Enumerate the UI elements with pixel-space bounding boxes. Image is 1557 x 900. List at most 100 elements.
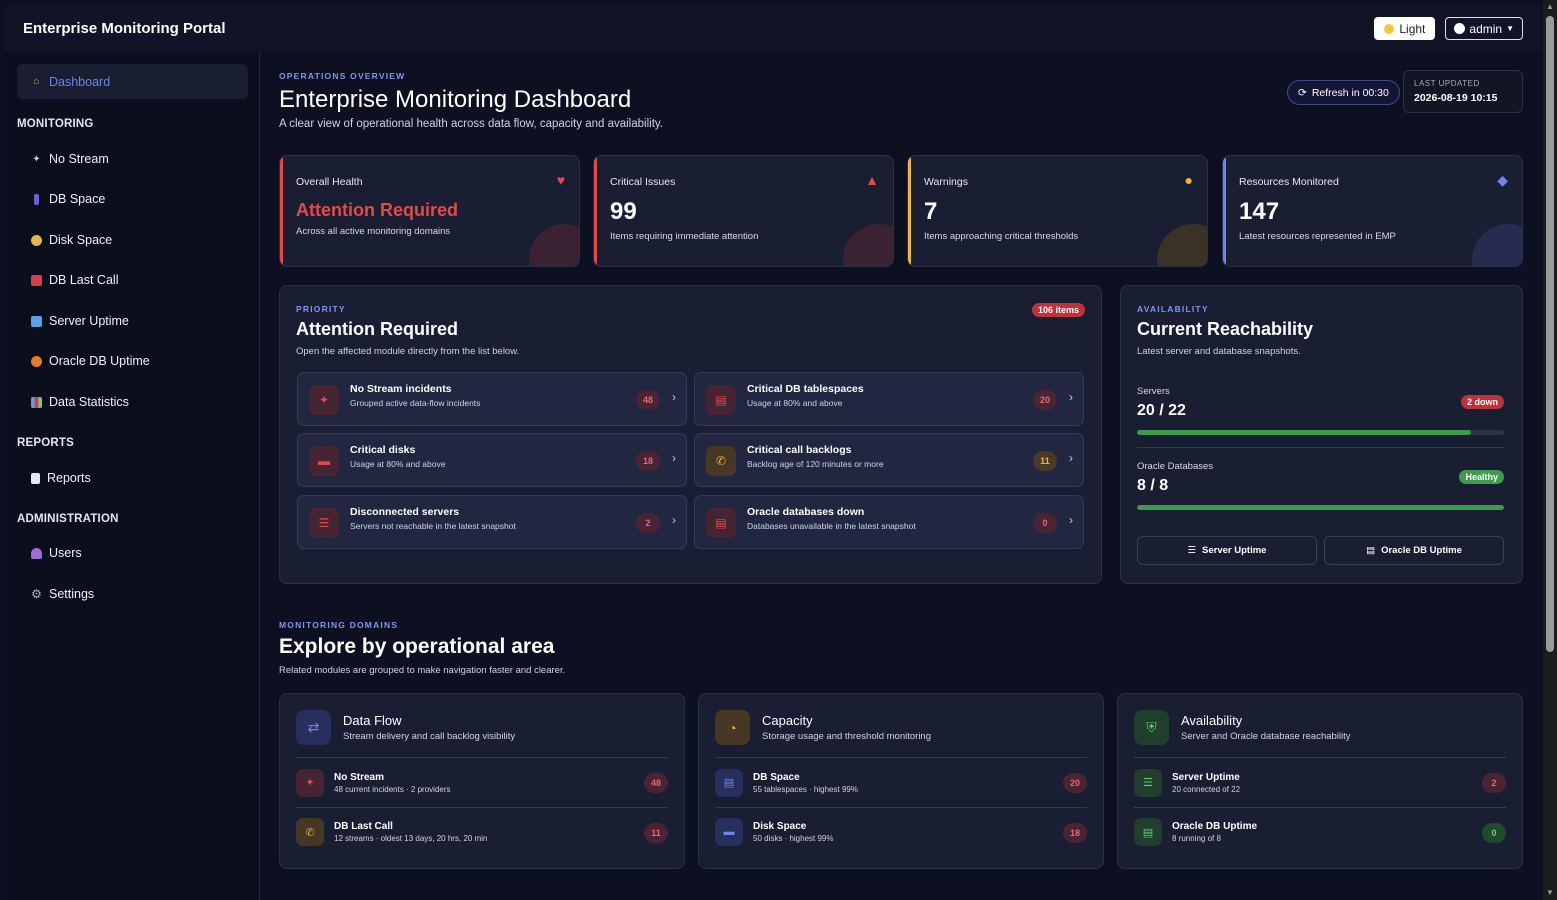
database-icon: ▤ xyxy=(1366,545,1376,556)
sidebar: ⌂ Dashboard MONITORING ✦ No Stream DB Spac… xyxy=(5,52,260,900)
domain-row-disk-space[interactable]: ▬ Disk Space 50 disks · highest 99% 18 xyxy=(715,807,1087,856)
refresh-label: Refresh in 00:30 xyxy=(1311,86,1389,99)
row-desc: 55 tablespaces · highest 99% xyxy=(753,784,858,794)
phone-icon: ✆ xyxy=(706,446,736,476)
item-count-badge: 0 xyxy=(1033,513,1057,533)
phone-icon: ✆ xyxy=(296,818,324,846)
sidebar-item-label: DB Last Call xyxy=(49,273,119,287)
page-title: Enterprise Monitoring Dashboard xyxy=(279,86,632,113)
attention-item-no-stream[interactable]: ✦ No Stream incidents Grouped active dat… xyxy=(297,372,687,426)
domain-card-capacity[interactable]: ◔ Capacity Storage usage and threshold mon… xyxy=(698,693,1104,869)
hard-drive-icon: ▬ xyxy=(715,818,743,846)
sidebar-section-monitoring: MONITORING xyxy=(17,118,94,130)
item-count-badge: 20 xyxy=(1033,390,1057,410)
bar-chart-icon xyxy=(31,396,42,408)
sidebar-item-db-last-call[interactable]: DB Last Call xyxy=(31,273,118,287)
row-count-badge: 2 xyxy=(1482,773,1506,793)
sidebar-item-server-uptime[interactable]: Server Uptime xyxy=(31,314,129,328)
sidebar-item-db-space[interactable]: DB Space xyxy=(31,192,105,206)
theme-label: Light xyxy=(1399,21,1426,36)
stat-desc: Items approaching critical thresholds xyxy=(924,231,1079,242)
user-menu-button[interactable]: admin ▼ xyxy=(1445,17,1523,40)
row-title: No Stream xyxy=(334,771,385,783)
attention-item-db-tablespaces[interactable]: ▤ Critical DB tablespaces Usage at 80% a… xyxy=(694,372,1084,426)
sidebar-item-oracle-db-uptime[interactable]: Oracle DB Uptime xyxy=(31,354,150,368)
disk-icon xyxy=(31,234,42,246)
domains-eyebrow: MONITORING DOMAINS xyxy=(279,620,399,630)
satellite-icon: ✦ xyxy=(32,153,41,165)
oracle-db-uptime-button[interactable]: ▤ Oracle DB Uptime xyxy=(1324,536,1504,565)
chevron-right-icon: › xyxy=(1069,451,1073,465)
page-subtitle: A clear view of operational health acros… xyxy=(279,118,663,130)
domain-row-no-stream[interactable]: ✦ No Stream 48 current incidents · 2 provi… xyxy=(296,758,668,807)
domain-row-db-space[interactable]: ▤ DB Space 55 tablespaces · highest 99% 20 xyxy=(715,758,1087,807)
last-updated-value: 2026-08-19 10:15 xyxy=(1414,92,1498,104)
scroll-down-icon[interactable]: ▼ xyxy=(1546,888,1554,897)
item-count-badge: 48 xyxy=(636,390,660,410)
domain-card-data-flow[interactable]: ⇄ Data Flow Stream delivery and call backl… xyxy=(279,693,685,869)
domain-card-availability[interactable]: ⛨ Availability Server and Oracle database … xyxy=(1117,693,1523,869)
server-uptime-button[interactable]: ☰ Server Uptime xyxy=(1137,536,1317,565)
chevron-right-icon: › xyxy=(1069,390,1073,404)
domain-row-db-last-call[interactable]: ✆ DB Last Call 12 streams · oldest 13 days… xyxy=(296,807,668,856)
domain-desc: Storage usage and threshold monitoring xyxy=(762,731,932,742)
card-accent-bar xyxy=(280,156,283,266)
database-icon: ▤ xyxy=(706,385,736,415)
home-icon: ⌂ xyxy=(33,76,40,87)
user-label: admin xyxy=(1469,21,1503,36)
stat-label: Overall Health xyxy=(296,176,363,188)
satellite-icon: ✦ xyxy=(309,385,339,415)
sidebar-item-dashboard[interactable]: ⌂ Dashboard xyxy=(17,64,248,99)
attention-panel: PRIORITY Attention Required Open the aff… xyxy=(279,285,1102,584)
domain-row-server-uptime[interactable]: ☰ Server Uptime 20 connected of 22 2 xyxy=(1134,758,1506,807)
sidebar-item-disk-space[interactable]: Disk Space xyxy=(31,233,112,247)
database-icon xyxy=(34,193,39,205)
chevron-right-icon: › xyxy=(1069,513,1073,527)
database-icon: ▤ xyxy=(706,508,736,538)
stat-label: Warnings xyxy=(924,176,968,188)
stat-label: Critical Issues xyxy=(610,176,676,188)
row-title: Server Uptime xyxy=(1172,771,1240,783)
last-updated-box: LAST UPDATED 2026-08-19 10:15 xyxy=(1403,70,1523,113)
page-scrollbar[interactable]: ▲ ▼ xyxy=(1543,0,1557,900)
stat-card-overall-health[interactable]: Overall Health Attention Required Across… xyxy=(279,155,580,267)
sidebar-item-no-stream[interactable]: ✦ No Stream xyxy=(31,152,108,166)
row-count-badge: 11 xyxy=(644,823,668,843)
stat-desc: Latest resources represented in EMP xyxy=(1239,231,1396,242)
chevron-right-icon: › xyxy=(672,390,676,404)
servers-progress-fill xyxy=(1137,430,1471,435)
sidebar-item-settings[interactable]: ⚙ Settings xyxy=(31,587,94,601)
stat-card-resources-monitored[interactable]: Resources Monitored 147 Latest resources… xyxy=(1222,155,1523,267)
item-title: Critical call backlogs xyxy=(747,444,852,456)
attention-item-oracle-down[interactable]: ▤ Oracle databases down Databases unavai… xyxy=(694,495,1084,549)
shield-icon: ⛨ xyxy=(1134,710,1169,745)
stat-card-warnings[interactable]: Warnings 7 Items approaching critical th… xyxy=(907,155,1208,267)
sidebar-item-label: Data Statistics xyxy=(49,395,129,409)
warning-triangle-icon: ▲ xyxy=(865,172,879,188)
telephone-icon xyxy=(31,274,42,286)
scroll-up-icon[interactable]: ▲ xyxy=(1546,2,1554,11)
domains-title: Explore by operational area xyxy=(279,635,555,658)
servers-block: Servers 20 / 22 2 down xyxy=(1137,386,1504,448)
reachability-eyebrow: AVAILABILITY xyxy=(1137,304,1209,314)
item-count-badge: 18 xyxy=(636,451,660,471)
servers-down-badge: 2 down xyxy=(1461,395,1504,409)
attention-item-disconnected-servers[interactable]: ☰ Disconnected servers Servers not reach… xyxy=(297,495,687,549)
theme-toggle-button[interactable]: Light xyxy=(1374,17,1436,40)
app-title[interactable]: Enterprise Monitoring Portal xyxy=(23,20,226,37)
attention-item-critical-disks[interactable]: ▬ Critical disks Usage at 80% and above … xyxy=(297,433,687,487)
refresh-button[interactable]: ⟳ Refresh in 00:30 xyxy=(1287,80,1400,105)
sidebar-item-users[interactable]: Users xyxy=(31,546,82,560)
item-desc: Backlog age of 120 minutes or more xyxy=(747,459,884,469)
database-icon: ▤ xyxy=(715,768,743,797)
domain-row-oracle-db-uptime[interactable]: ▤ Oracle DB Uptime 8 running of 8 0 xyxy=(1134,807,1506,856)
satellite-icon: ✦ xyxy=(296,768,324,797)
sidebar-item-data-statistics[interactable]: Data Statistics xyxy=(31,395,129,409)
stat-desc: Across all active monitoring domains xyxy=(296,226,451,237)
scrollbar-thumb[interactable] xyxy=(1546,16,1554,652)
stat-card-critical-issues[interactable]: Critical Issues 99 Items requiring immed… xyxy=(593,155,894,267)
sidebar-item-reports[interactable]: Reports xyxy=(31,471,91,485)
domain-title: Availability xyxy=(1181,713,1243,728)
sidebar-section-reports: REPORTS xyxy=(17,437,74,449)
attention-item-call-backlogs[interactable]: ✆ Critical call backlogs Backlog age of … xyxy=(694,433,1084,487)
